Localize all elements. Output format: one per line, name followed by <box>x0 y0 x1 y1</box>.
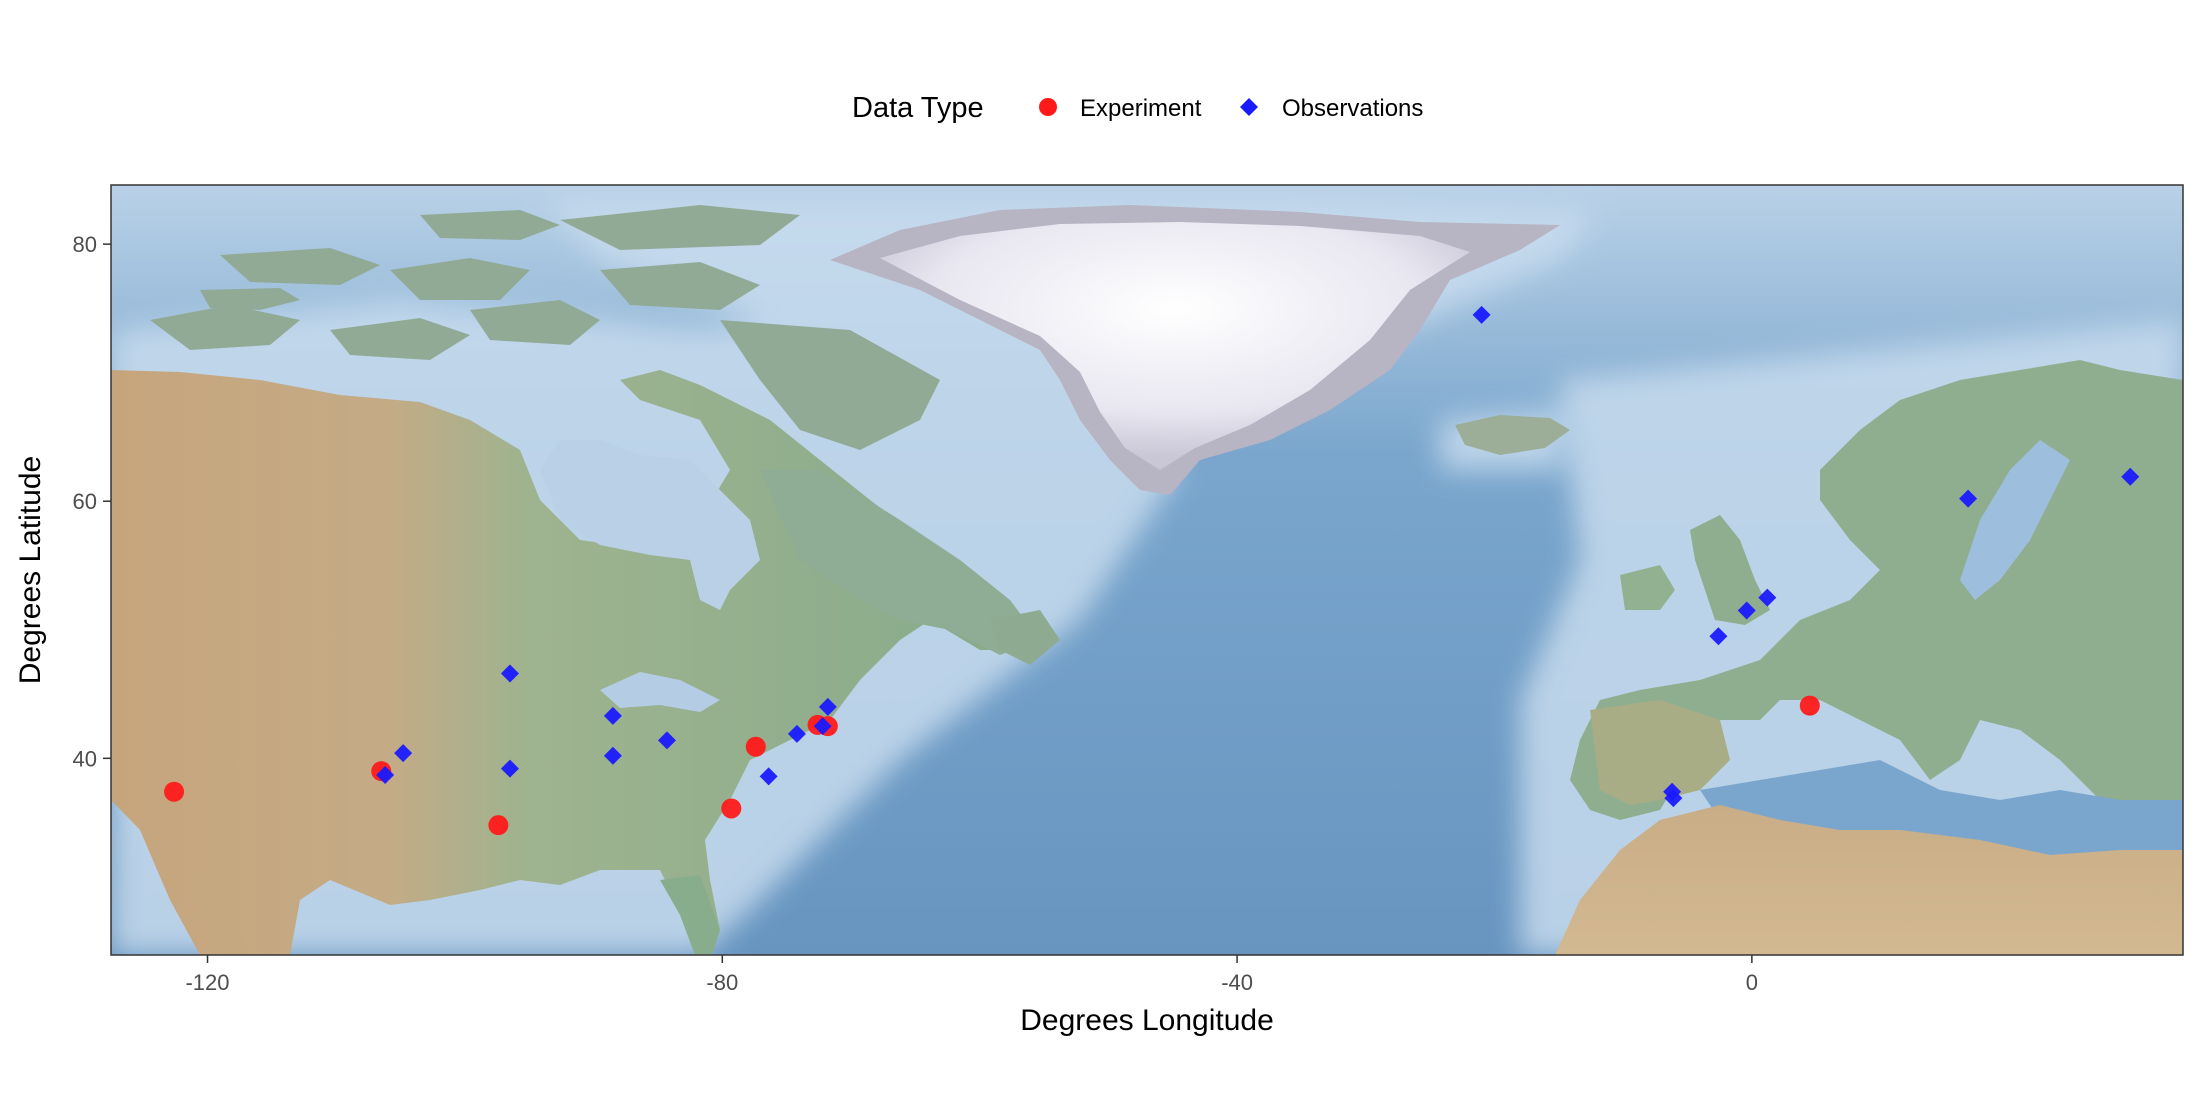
observations-point <box>1737 601 1756 620</box>
observations-point <box>394 744 413 763</box>
experiment-point <box>488 815 509 836</box>
great-lakes <box>600 672 720 712</box>
legend-label-experiment: Experiment <box>1080 95 1202 122</box>
experiment-point <box>721 798 742 819</box>
experiment-point <box>745 736 766 757</box>
arctic-archipelago <box>150 205 940 450</box>
observations-point <box>1472 305 1491 324</box>
y-tick-label: 80 <box>73 232 97 257</box>
panel-border <box>110 184 2184 956</box>
observations-point <box>759 767 778 786</box>
experiment-point <box>1799 695 1820 716</box>
observations-point <box>1758 588 1777 607</box>
observations-point <box>1664 789 1683 808</box>
x-axis-title: Degrees Longitude <box>1020 1004 1274 1037</box>
y-axis: 40 60 80 <box>73 232 111 771</box>
newfoundland <box>990 610 1060 665</box>
x-tick-label: -80 <box>706 970 738 995</box>
observations-point <box>1709 627 1728 646</box>
y-axis-title: Degrees Latitude <box>14 456 47 685</box>
florida <box>660 875 720 955</box>
legend-key-experiment <box>1039 98 1057 116</box>
legend-label-observations: Observations <box>1282 95 1423 122</box>
data-points <box>164 305 2140 836</box>
observations-point <box>787 724 806 743</box>
iberia <box>1590 700 1730 805</box>
hudson-bay <box>540 440 760 610</box>
observations-point <box>2121 467 2140 486</box>
observations-point <box>603 746 622 765</box>
baltic-sea <box>1960 440 2070 600</box>
basemap <box>111 185 2183 955</box>
observations-point <box>376 766 395 785</box>
observations-point <box>818 697 837 716</box>
legend: Data Type Experiment Observations <box>852 92 1423 124</box>
legend-key-observations <box>1240 98 1258 116</box>
observations-point <box>500 664 519 683</box>
observations-point <box>657 731 676 750</box>
x-axis: -120 -80 -40 0 <box>185 955 1758 995</box>
africa <box>1555 805 2183 955</box>
observations-point <box>813 717 832 736</box>
greenland-ice <box>880 222 1470 470</box>
experiment-point <box>164 781 185 802</box>
labrador <box>760 470 1040 655</box>
x-tick-label: 0 <box>1746 970 1758 995</box>
y-tick-label: 60 <box>73 489 97 514</box>
iceland <box>1455 415 1570 455</box>
baja-california <box>190 870 250 955</box>
observations-point <box>603 706 622 725</box>
legend-title: Data Type <box>852 92 984 124</box>
x-tick-label: -40 <box>1221 970 1253 995</box>
y-tick-label: 40 <box>73 746 97 771</box>
x-tick-label: -120 <box>185 970 229 995</box>
mediterranean-sea <box>1700 760 2183 860</box>
observations-point <box>1959 489 1978 508</box>
ireland <box>1620 565 1675 610</box>
observations-point <box>500 759 519 778</box>
great-britain <box>1690 515 1770 625</box>
